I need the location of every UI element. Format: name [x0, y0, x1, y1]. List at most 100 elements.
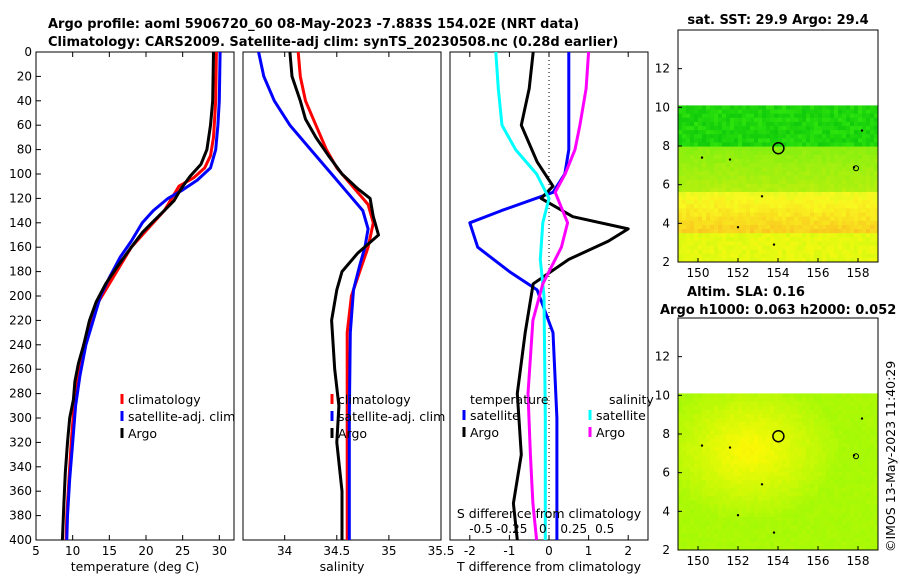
map-cell [814, 134, 819, 139]
map-cell [762, 253, 767, 259]
map-cell [850, 500, 855, 506]
map-cell [738, 467, 743, 473]
map-cell [814, 508, 819, 514]
map-cell [698, 187, 703, 193]
map-cell [774, 541, 779, 547]
map-cell [770, 401, 775, 407]
map-cell [682, 220, 687, 226]
map-cell [770, 134, 775, 139]
map-cell [870, 430, 875, 436]
map-cell [682, 488, 687, 493]
map-cell [690, 496, 695, 501]
series-line-t-argo [511, 51, 630, 541]
map-cell [678, 245, 683, 251]
map-cell [802, 154, 807, 160]
map-cell [702, 484, 707, 489]
map-cell [814, 183, 819, 189]
map-cell [814, 150, 819, 156]
map-cell [790, 208, 795, 213]
map-cell [782, 422, 787, 427]
map-cell [858, 158, 863, 164]
map-cell [710, 397, 715, 403]
map-cell [778, 175, 783, 180]
map-cell [746, 105, 751, 110]
map-cell [806, 451, 811, 456]
map-cell [766, 241, 771, 246]
map-cell [822, 163, 827, 168]
map-cell [694, 150, 699, 156]
map-cell [698, 455, 703, 460]
map-cell [814, 393, 819, 398]
map-cell [694, 422, 699, 427]
map-cell [698, 512, 703, 518]
map-cell [730, 488, 735, 493]
map-cell [830, 150, 835, 156]
map-cell [822, 245, 827, 251]
map-cell [762, 521, 767, 526]
map-cell [706, 138, 711, 143]
legend-heading-salinity: salinity [609, 392, 654, 407]
map-cell [790, 134, 795, 139]
map-cell [838, 237, 843, 242]
map-cell [702, 130, 707, 135]
map-cell [810, 146, 815, 152]
map-cell [682, 484, 687, 489]
map-cell [786, 484, 791, 489]
map-cell [714, 196, 719, 201]
map-cell [874, 158, 879, 164]
map-cell [822, 150, 827, 156]
map-cell [758, 154, 763, 160]
map-cell [866, 233, 871, 238]
map-cell [770, 208, 775, 213]
map-cell [726, 517, 731, 522]
map-cell [718, 521, 723, 526]
map-cell [870, 253, 875, 259]
map-cell [830, 508, 835, 514]
map-cell [682, 212, 687, 218]
map-cell [794, 545, 799, 551]
map-cell [874, 409, 879, 415]
map-cell [862, 442, 867, 448]
map-cell [730, 233, 735, 238]
x2-tick-label: -0.5 [469, 522, 492, 536]
map-cell [826, 512, 831, 518]
map-cell [686, 237, 691, 242]
map-cell [810, 492, 815, 497]
map-cell [766, 138, 771, 143]
map-cell [762, 220, 767, 226]
map-cell [750, 204, 755, 209]
map-cell [806, 233, 811, 238]
map-cell [798, 438, 803, 444]
map-cell [734, 525, 739, 530]
map-cell [770, 521, 775, 526]
map-cell [774, 154, 779, 160]
map-cell [746, 224, 751, 230]
map-cell [686, 488, 691, 493]
map-cell [862, 138, 867, 143]
map-cell [778, 488, 783, 493]
map-cell [754, 183, 759, 189]
map-cell [718, 517, 723, 522]
map-cell [830, 171, 835, 176]
map-cell [702, 496, 707, 501]
map-cell [738, 504, 743, 510]
map-cell [826, 154, 831, 160]
map-cell [722, 451, 727, 456]
map-cell [690, 249, 695, 255]
map-cell [698, 521, 703, 526]
map-cell [718, 401, 723, 407]
map-cell [738, 500, 743, 506]
map-cell [870, 541, 875, 547]
map-cell [706, 167, 711, 172]
map-cell [794, 224, 799, 230]
map-cell [722, 237, 727, 242]
map-cell [742, 224, 747, 230]
map-cell [730, 467, 735, 473]
map-cell [694, 212, 699, 218]
map-cell [866, 208, 871, 213]
map-cell [834, 167, 839, 172]
map-cell [790, 434, 795, 440]
map-cell [750, 245, 755, 251]
map-cell [714, 249, 719, 255]
map-cell [726, 401, 731, 407]
